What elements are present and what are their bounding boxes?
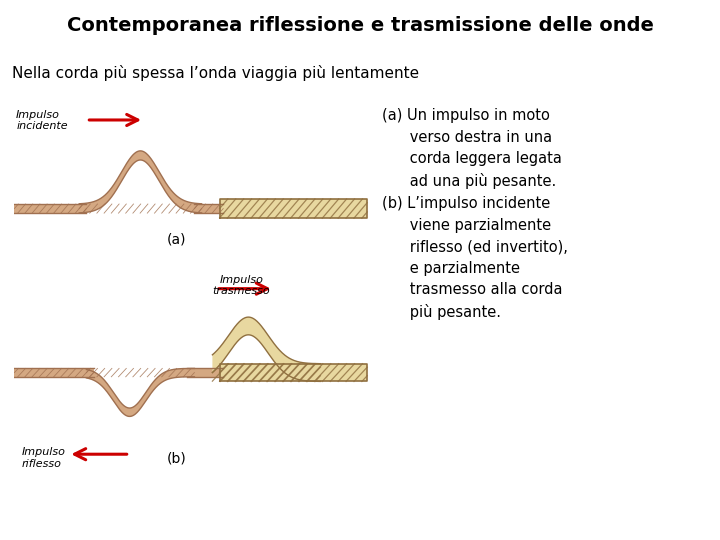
- Text: Impulso
trasmesso: Impulso trasmesso: [212, 275, 270, 296]
- Text: (a): (a): [166, 233, 186, 247]
- Polygon shape: [220, 199, 367, 218]
- Text: (a) Un impulso in moto
      verso destra in una
      corda leggera legata
    : (a) Un impulso in moto verso destra in u…: [382, 108, 567, 321]
- Polygon shape: [212, 317, 320, 381]
- Text: (b): (b): [166, 452, 186, 466]
- Polygon shape: [14, 204, 86, 213]
- Polygon shape: [194, 204, 223, 213]
- Text: Impulso
incidente: Impulso incidente: [16, 110, 68, 131]
- Text: Impulso
riflesso: Impulso riflesso: [22, 447, 66, 469]
- Polygon shape: [86, 368, 194, 416]
- Polygon shape: [79, 151, 202, 213]
- Text: Contemporanea riflessione e trasmissione delle onde: Contemporanea riflessione e trasmissione…: [66, 16, 654, 35]
- Text: Nella corda più spessa l’onda viaggia più lentamente: Nella corda più spessa l’onda viaggia pi…: [12, 65, 420, 81]
- Polygon shape: [187, 368, 223, 377]
- Polygon shape: [220, 364, 367, 381]
- Polygon shape: [14, 368, 94, 377]
